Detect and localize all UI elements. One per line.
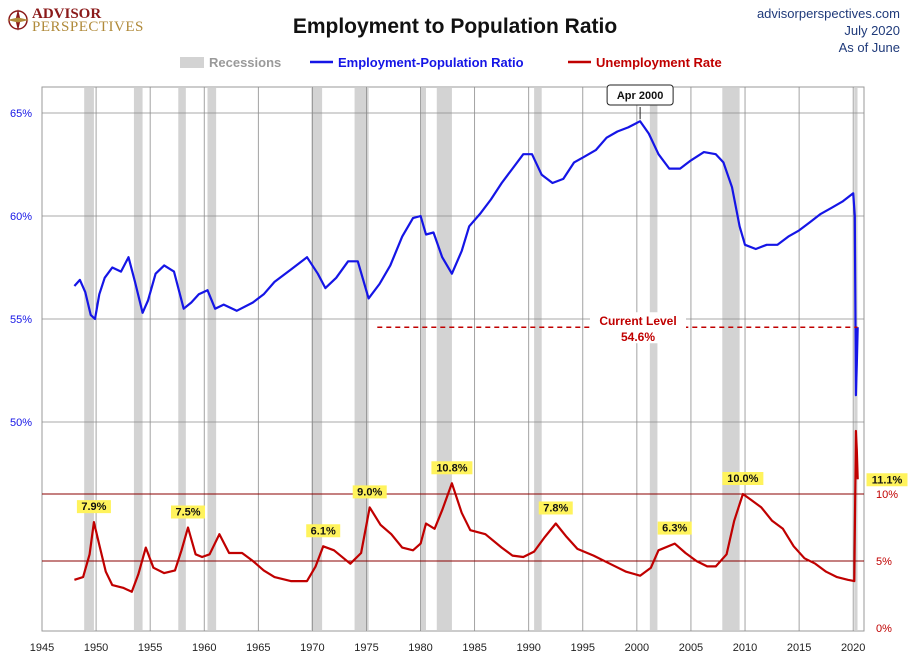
x-tick-2010: 2010 xyxy=(733,642,757,654)
recession-band-7 xyxy=(436,88,452,630)
x-axis-ticks: 1945 1950 1955 1960 1965 1970 1975 1980 1985 1990… xyxy=(30,642,866,654)
logo: ADVISOR PERSPECTIVES xyxy=(7,6,144,35)
current-level-value: 54.6% xyxy=(621,330,655,344)
y-left-tick-65: 65% xyxy=(10,108,32,120)
y-left-tick-55: 55% xyxy=(10,314,32,326)
peak-callout-label: Apr 2000 xyxy=(617,90,663,102)
x-tick-1995: 1995 xyxy=(571,642,595,654)
y-left-tick-60: 60% xyxy=(10,211,32,223)
annotation-bg-8 xyxy=(866,473,908,487)
annotation-label-2: 6.1% xyxy=(311,525,336,537)
x-tick-2000: 2000 xyxy=(625,642,649,654)
logo-line1: ADVISOR xyxy=(32,6,101,22)
y-right-tick-10: 10% xyxy=(876,489,898,501)
x-tick-1950: 1950 xyxy=(84,642,108,654)
recession-band-9 xyxy=(649,88,658,630)
annotation-bg-6 xyxy=(657,521,692,535)
recession-band-10 xyxy=(722,88,740,630)
annotation-label-8: 11.1% xyxy=(872,474,903,486)
annotation-label-5: 7.8% xyxy=(543,502,568,514)
series-lines xyxy=(73,120,859,593)
recession-band-8 xyxy=(534,88,542,630)
recession-band-0 xyxy=(84,88,94,630)
y-right-tick-0: 0% xyxy=(876,623,892,635)
x-tick-1980: 1980 xyxy=(408,642,432,654)
y-left-tick-50: 50% xyxy=(10,417,32,429)
source-site: advisorperspectives.com xyxy=(757,6,900,21)
annotation-bg-7 xyxy=(722,472,764,485)
annotation-label-4: 10.8% xyxy=(436,462,467,474)
x-tick-1955: 1955 xyxy=(138,642,162,654)
annotation-label-1: 7.5% xyxy=(175,507,200,519)
source-date: July 2020 xyxy=(844,23,900,38)
recession-band-3 xyxy=(207,88,217,630)
x-tick-2005: 2005 xyxy=(679,642,703,654)
annotation-bg-3 xyxy=(352,485,387,499)
x-tick-1970: 1970 xyxy=(300,642,324,654)
chart-title: Employment to Population Ratio xyxy=(293,15,617,38)
source-asof: As of June xyxy=(839,40,900,55)
x-tick-1965: 1965 xyxy=(246,642,270,654)
annotation-label-6: 6.3% xyxy=(662,523,687,535)
legend-label-unemp: Unemployment Rate xyxy=(596,55,722,70)
x-tick-1945: 1945 xyxy=(30,642,54,654)
annotation-bg-2 xyxy=(306,524,341,538)
x-tick-2015: 2015 xyxy=(787,642,811,654)
plot-area xyxy=(41,86,865,632)
x-tick-1985: 1985 xyxy=(462,642,486,654)
compass-icon xyxy=(7,9,29,31)
annotation-label-0: 7.9% xyxy=(81,501,106,513)
annotation-label-3: 9.0% xyxy=(357,486,382,498)
annotations: 7.9% 7.5% 6.1% 9.0% 10.8% 7.8% 6.3% 10.0% 11.1% A… xyxy=(76,84,908,538)
series-unemp-line xyxy=(74,429,859,593)
x-tick-1975: 1975 xyxy=(354,642,378,654)
y-axis-ticks: 50% 55% 60% 65% 0% 5% 10% xyxy=(10,108,898,635)
recession-band-2 xyxy=(178,88,186,630)
recession-band-4 xyxy=(311,88,323,630)
annotation-bg-0 xyxy=(76,500,111,514)
annotation-bg-5 xyxy=(538,501,573,515)
annotation-bg-4 xyxy=(431,461,473,475)
current-level-label: Current Level xyxy=(599,314,676,328)
recession-band-1 xyxy=(133,88,143,630)
recession-band-6 xyxy=(420,88,426,630)
current-level-bg xyxy=(590,312,686,344)
x-tick-2020: 2020 xyxy=(841,642,865,654)
x-tick-1990: 1990 xyxy=(516,642,540,654)
grid-lines xyxy=(42,87,864,631)
logo-line2: PERSPECTIVES xyxy=(32,19,144,35)
legend: Recessions Employment-Population Ratio U… xyxy=(180,55,722,70)
annotation-bg-1 xyxy=(171,505,206,519)
y-right-tick-5: 5% xyxy=(876,556,892,568)
legend-label-epop: Employment-Population Ratio xyxy=(338,55,524,70)
legend-swatch-recessions xyxy=(180,57,204,68)
annotation-label-7: 10.0% xyxy=(727,473,758,485)
x-tick-1960: 1960 xyxy=(192,642,216,654)
series-epop-line xyxy=(73,120,859,397)
legend-label-recessions: Recessions xyxy=(209,55,281,70)
peak-callout-box xyxy=(606,84,674,106)
